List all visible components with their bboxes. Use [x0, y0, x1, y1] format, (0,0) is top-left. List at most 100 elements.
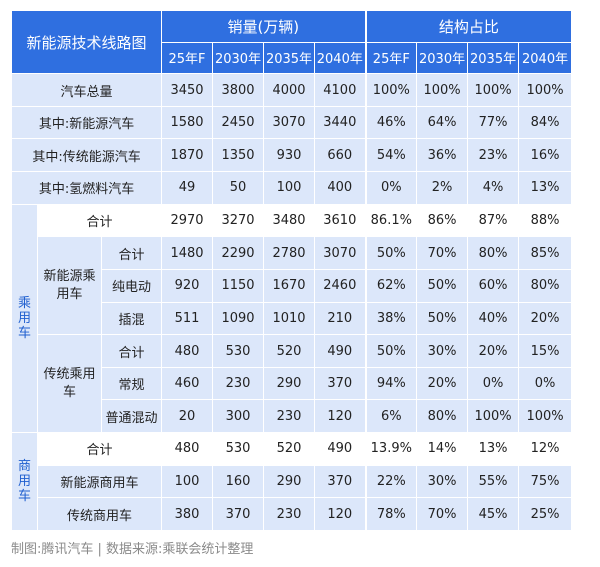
share-cell: 88% — [518, 203, 573, 238]
sales-cell: 2450 — [212, 105, 265, 140]
table-row: 传统商用车 380 370 230 120 78% 70% 45% 25% — [11, 497, 573, 531]
share-cell: 13% — [518, 171, 573, 205]
row-label: 合计 — [100, 236, 163, 270]
sales-cell: 4000 — [263, 73, 316, 107]
share-cell: 40% — [467, 301, 520, 336]
table-row: 其中:氢燃料汽车 49 50 100 400 0% 2% 4% 13% — [10, 171, 573, 205]
sales-cell: 230 — [263, 399, 316, 434]
sales-cell: 920 — [161, 268, 214, 303]
group-label-traditional-passenger: 传统乘用车 — [37, 334, 102, 434]
sales-cell: 490 — [314, 432, 367, 466]
row-label: 其中:传统能源汽车 — [10, 138, 163, 173]
sales-cell: 3270 — [212, 203, 265, 238]
share-cell: 85% — [518, 236, 573, 270]
share-cell: 80% — [518, 268, 573, 303]
sales-group-header: 销量(万辆) — [161, 10, 367, 43]
share-cell: 75% — [518, 464, 573, 499]
sales-cell: 300 — [212, 399, 265, 434]
sales-cell: 1870 — [161, 138, 214, 173]
sales-cell: 2460 — [314, 268, 367, 303]
sales-cell: 3610 — [314, 203, 367, 238]
share-cell: 100% — [518, 399, 573, 434]
sales-cell: 1350 — [212, 138, 265, 173]
share-cell: 6% — [364, 399, 418, 434]
sales-cell: 1010 — [263, 301, 316, 336]
share-cell: 77% — [467, 105, 520, 140]
sales-cell: 530 — [212, 432, 265, 466]
table-row: 纯电动 920 1150 1670 2460 62% 50% 60% 80% — [11, 268, 573, 303]
share-cell: 14% — [416, 432, 469, 466]
sales-cell: 50 — [212, 171, 265, 205]
share-cell: 2% — [416, 171, 469, 205]
sales-year-header: 25年F — [161, 41, 214, 75]
share-cell: 15% — [518, 334, 573, 368]
sales-cell: 380 — [161, 497, 214, 531]
sales-year-header: 2040年 — [314, 41, 367, 75]
table-title: 新能源技术线路图 — [10, 9, 163, 75]
row-label: 其中:氢燃料汽车 — [10, 171, 163, 205]
share-cell: 55% — [467, 464, 520, 499]
header-row-years: 25年F 2030年 2035年 2040年 25年F 2030年 2035年 … — [12, 41, 573, 75]
sales-cell: 3070 — [314, 236, 367, 270]
share-cell: 50% — [416, 301, 469, 336]
sales-cell: 2780 — [263, 236, 316, 270]
sales-cell: 480 — [161, 432, 214, 466]
source-caption: 制图:腾讯汽车 | 数据来源:乘联会统计整理 — [11, 542, 254, 557]
sales-cell: 490 — [314, 334, 367, 368]
share-cell: 86% — [416, 203, 469, 238]
share-group-header: 结构占比 — [364, 10, 573, 43]
sales-cell: 290 — [263, 366, 316, 401]
share-year-header: 2030年 — [416, 41, 469, 75]
share-cell: 100% — [416, 73, 469, 107]
sales-cell: 660 — [314, 138, 367, 173]
share-cell: 86.1% — [364, 203, 418, 238]
share-cell: 0% — [518, 366, 573, 401]
table-row: 普通混动 20 300 230 120 6% 80% 100% 100% — [11, 399, 573, 434]
table-row: 传统乘用车 合计 480 530 520 490 50% 30% 20% 15% — [11, 334, 573, 434]
sales-cell: 370 — [314, 464, 367, 499]
share-cell: 45% — [467, 497, 520, 531]
sales-cell: 3450 — [161, 73, 214, 107]
sales-cell: 230 — [212, 366, 265, 401]
share-cell: 38% — [364, 301, 418, 336]
share-cell: 62% — [364, 268, 418, 303]
sales-cell: 3440 — [314, 105, 367, 140]
sales-cell: 520 — [263, 432, 316, 466]
sales-cell: 230 — [263, 497, 316, 531]
segment-label-char: 乘 — [17, 295, 31, 311]
sales-cell: 400 — [314, 171, 367, 205]
share-cell: 46% — [364, 105, 418, 140]
table-row: 插混 511 1090 1010 210 38% 50% 40% 20% — [11, 301, 573, 336]
share-cell: 16% — [518, 138, 573, 173]
share-cell: 60% — [467, 268, 520, 303]
sales-cell: 520 — [263, 334, 316, 368]
share-cell: 0% — [467, 366, 520, 401]
table-row: 新能源乘用车 合计 1480 2290 2780 3070 50% 70% 80… — [11, 236, 573, 336]
sales-cell: 480 — [161, 334, 214, 368]
share-cell: 0% — [364, 171, 418, 205]
share-cell: 54% — [364, 138, 418, 173]
sales-cell: 1580 — [161, 105, 214, 140]
sales-cell: 49 — [161, 171, 214, 205]
sales-cell: 3480 — [263, 203, 316, 238]
share-cell: 22% — [364, 464, 418, 499]
sales-cell: 120 — [314, 399, 367, 434]
table-row: 其中:传统能源汽车 1870 1350 930 660 54% 36% 23% … — [10, 138, 573, 173]
share-cell: 50% — [364, 334, 418, 368]
share-cell: 94% — [364, 366, 418, 401]
row-label: 传统商用车 — [36, 497, 163, 531]
share-cell: 13.9% — [364, 432, 418, 466]
share-cell: 70% — [416, 236, 469, 270]
sales-cell: 100 — [161, 464, 214, 499]
share-cell: 84% — [518, 105, 573, 140]
share-cell: 20% — [467, 334, 520, 368]
table-row: 商用车 合计 480 530 520 490 13.9% 14% 13% 12% — [11, 432, 573, 531]
segment-label-char: 用 — [17, 310, 31, 326]
sales-cell: 1090 — [212, 301, 265, 336]
sales-cell: 460 — [161, 366, 214, 401]
share-cell: 20% — [518, 301, 573, 336]
sales-cell: 160 — [212, 464, 265, 499]
row-label: 合计 — [36, 203, 163, 238]
share-cell: 25% — [518, 497, 573, 531]
